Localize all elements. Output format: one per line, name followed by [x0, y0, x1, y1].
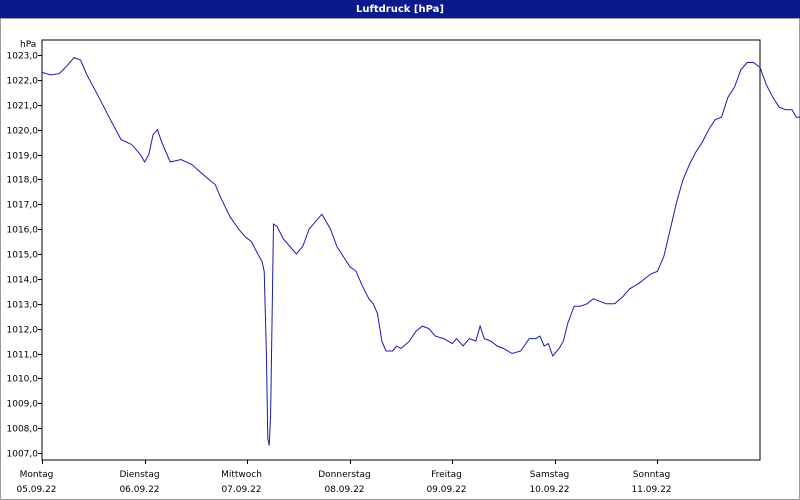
y-tick-label: 1022,0 — [7, 77, 39, 87]
pressure-line — [41, 56, 800, 446]
x-tick-date: 07.09.22 — [221, 485, 261, 495]
plot-area — [41, 39, 761, 461]
chart-title-bar: Luftdruck [hPa] — [0, 0, 800, 18]
x-tick-date: 06.09.22 — [119, 485, 159, 495]
y-tick-label: 1011,0 — [7, 351, 39, 361]
y-tick-label: 1021,0 — [7, 102, 39, 112]
y-tick-label: 1010,0 — [7, 375, 39, 385]
y-tick-label: 1013,0 — [7, 301, 39, 311]
x-tick-weekday: Mittwoch — [221, 470, 262, 480]
x-tick-weekday: Montag — [20, 470, 54, 480]
y-tick-label: 1023,0 — [7, 52, 39, 62]
x-tick-weekday: Donnerstag — [318, 470, 371, 480]
chart-title: Luftdruck [hPa] — [356, 3, 444, 15]
y-tick-label: 1007,0 — [7, 450, 39, 460]
y-tick-label: 1020,0 — [7, 127, 39, 137]
y-tick-label: 1016,0 — [7, 226, 39, 236]
x-tick-weekday: Sonntag — [633, 470, 670, 480]
axis-layer — [38, 39, 761, 464]
y-tick-label: 1014,0 — [7, 276, 39, 286]
y-tick-label: 1012,0 — [7, 326, 39, 336]
y-tick-label: 1019,0 — [7, 152, 39, 162]
x-tick-date: 05.09.22 — [16, 485, 56, 495]
series-layer — [41, 56, 800, 446]
y-tick-label: 1017,0 — [7, 201, 39, 211]
x-tick-weekday: Freitag — [431, 470, 462, 480]
y-tick-label: 1009,0 — [7, 400, 39, 410]
x-tick-date: 10.09.22 — [529, 485, 569, 495]
label-layer: 1007,0 1008,0 1009,0 1010,0 1011,0 1012,0 1013… — [7, 40, 672, 495]
y-tick-label: 1015,0 — [7, 251, 39, 261]
x-tick-date: 09.09.22 — [426, 485, 466, 495]
x-tick-weekday: Dienstag — [119, 470, 159, 480]
y-tick-label: 1018,0 — [7, 176, 39, 186]
x-tick-weekday: Samstag — [530, 470, 569, 480]
x-tick-date: 08.09.22 — [324, 485, 364, 495]
y-tick-label: 1008,0 — [7, 425, 39, 435]
x-tick-date: 11.09.22 — [631, 485, 671, 495]
y-axis-unit: hPa — [20, 40, 36, 50]
